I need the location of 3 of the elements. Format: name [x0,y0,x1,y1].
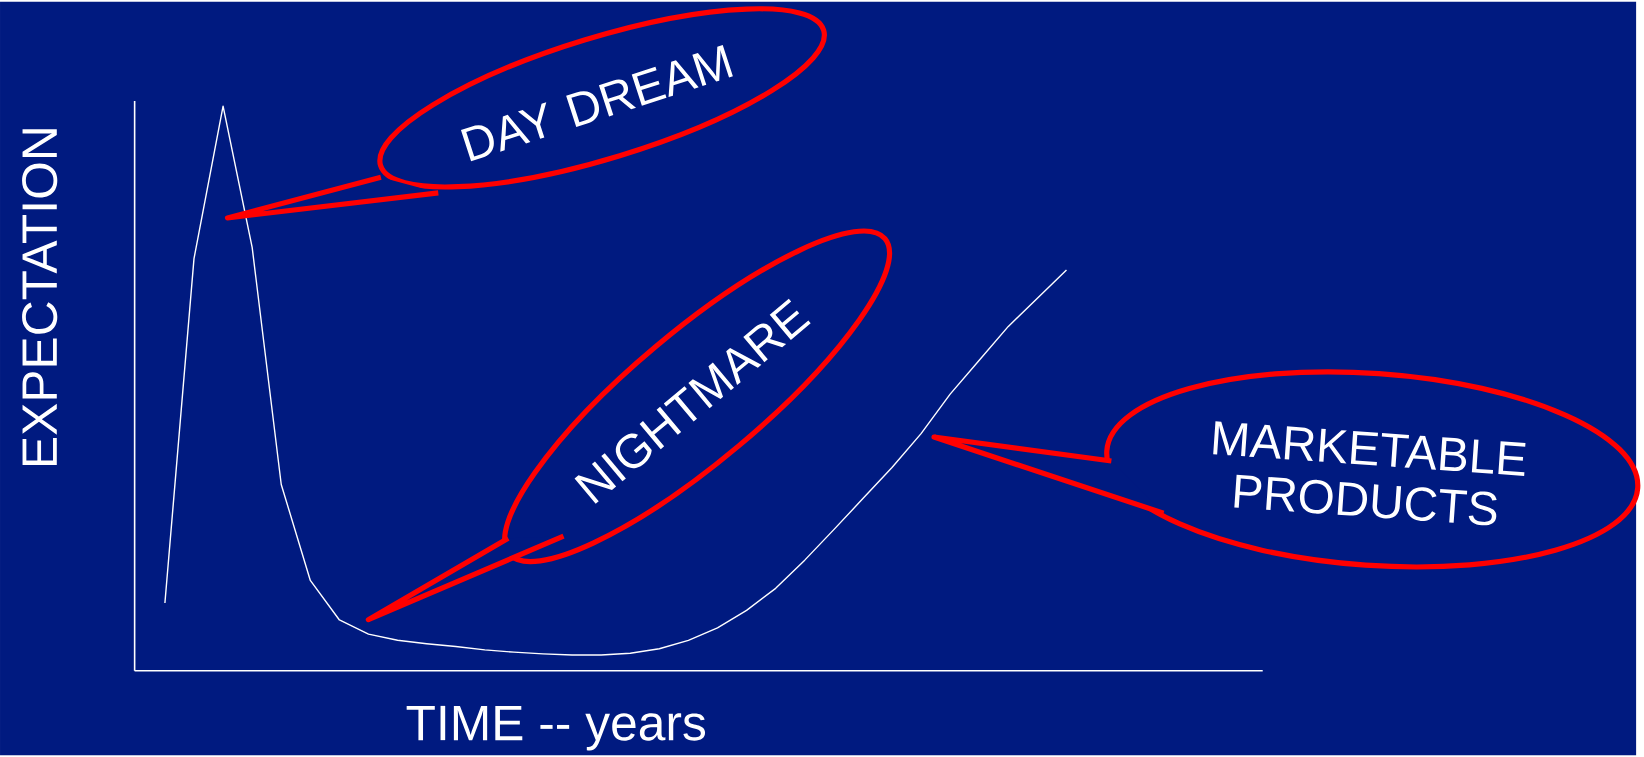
x-axis-title: TIME -- years [406,705,706,751]
text: MARKETABLE PRODUCTS [1213,421,1526,526]
y-axis-title: EXPECTATION [22,129,58,465]
